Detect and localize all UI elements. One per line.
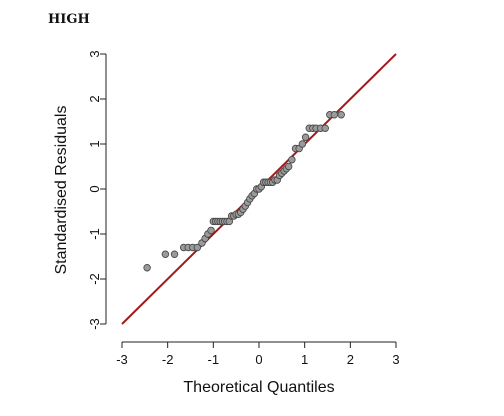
data-point (298, 140, 307, 148)
x-tick-label: -1 (208, 352, 220, 367)
x-axis-title: Theoretical Quantiles (183, 379, 334, 396)
x-tick-label: 0 (255, 352, 262, 367)
axes: -3 -2 -1 0 1 2 3 -3 -2 -1 0 1 2 3 (87, 50, 400, 367)
data-point (284, 162, 293, 171)
data-point (143, 264, 151, 272)
y-tick-label: -3 (87, 318, 102, 330)
y-tick-label: -1 (87, 228, 102, 240)
y-tick-label: -2 (87, 273, 102, 285)
data-point (288, 156, 296, 164)
data-point (193, 243, 202, 252)
y-axis-title: Standardised Residuals (53, 106, 70, 275)
data-point (301, 133, 310, 141)
x-tick-label: -2 (162, 352, 174, 367)
points-layer (143, 111, 345, 272)
y-tick-label: 1 (87, 140, 102, 147)
x-tick-label: -3 (116, 352, 128, 367)
data-point (161, 250, 170, 258)
x-tick-label: 2 (347, 352, 354, 367)
page-title: HIGH (48, 12, 90, 27)
y-tick-label: 3 (87, 50, 102, 57)
x-tick-label: 1 (301, 352, 308, 367)
data-point (170, 250, 179, 258)
x-tick-label: 3 (392, 352, 399, 367)
y-tick-label: 2 (87, 95, 102, 102)
data-point (337, 111, 345, 119)
data-point (321, 124, 329, 132)
data-point (330, 111, 339, 119)
y-tick-label: 0 (87, 185, 102, 192)
data-point (207, 226, 215, 235)
